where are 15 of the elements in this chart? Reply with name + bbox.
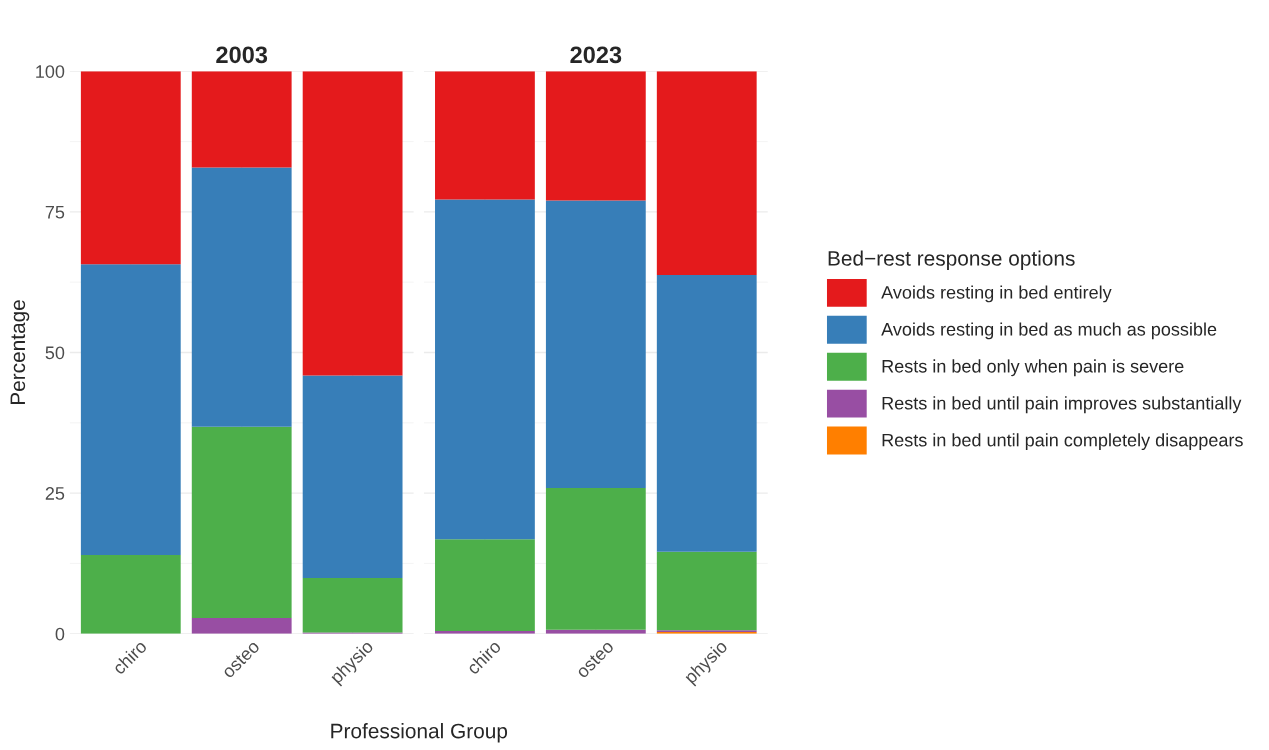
legend-title: Bed−rest response options	[828, 250, 1075, 270]
y-axis-title: Percentage	[10, 300, 30, 405]
legend-label: Rests in bed only when pain is severe	[882, 359, 1184, 377]
y-tick-label: 0	[55, 627, 65, 641]
y-tick-label: 50	[45, 346, 65, 360]
x-axis-title: Professional Group	[331, 723, 508, 743]
y-tick-label: 25	[45, 487, 65, 500]
legend-label: Avoids resting in bed as much as possible	[881, 322, 1217, 340]
y-tick-label: 100	[36, 65, 65, 78]
legend-label: Rests in bed until pain completely disappears	[882, 433, 1243, 451]
legend-label: Avoids resting in bed entirely	[881, 285, 1112, 303]
chart-title: 2023	[570, 46, 622, 64]
y-tick-label: 75	[45, 206, 65, 219]
chart-title: 2003	[216, 46, 268, 64]
legend-label: Rests in bed until pain improves substantially	[882, 396, 1242, 414]
